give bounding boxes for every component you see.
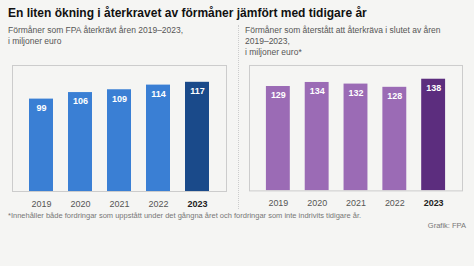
svg-text:2020: 2020: [70, 199, 90, 209]
svg-text:132: 132: [349, 88, 364, 98]
svg-text:2021: 2021: [346, 199, 366, 209]
svg-text:2023: 2023: [424, 199, 444, 209]
html-text:En liten ökning i återkravet a: En liten ökning i återkravet av förmåner…: [8, 6, 367, 20]
html-text:*Innehåller både fordringar so: *Innehåller både fordringar som uppstått…: [8, 211, 362, 221]
svg-text:128: 128: [387, 92, 402, 102]
svg-text:2022: 2022: [148, 199, 168, 209]
html-text:Grafik: FPA: Grafik: FPA: [427, 221, 466, 231]
svg-text:2020: 2020: [307, 199, 327, 209]
svg-text:114: 114: [151, 89, 166, 99]
svg-text:2019: 2019: [31, 199, 51, 209]
svg-text:2019: 2019: [268, 199, 288, 209]
html-text:Förmåner som FPA återkrävt åre: Förmåner som FPA återkrävt åren 2019–202…: [8, 25, 184, 47]
svg-text:138: 138: [426, 83, 441, 93]
svg-text:2023: 2023: [187, 199, 207, 209]
html-text:Förmåner som återstått att åte: Förmåner som återstått att återkräva i s…: [245, 25, 441, 58]
svg-text:99: 99: [36, 103, 46, 113]
svg-text:129: 129: [271, 91, 286, 101]
svg-text:109: 109: [112, 94, 127, 104]
svg-text:134: 134: [310, 87, 325, 97]
svg-text:117: 117: [190, 87, 205, 97]
svg-text:106: 106: [73, 97, 88, 107]
svg-text:2022: 2022: [385, 199, 405, 209]
svg-text:2021: 2021: [109, 199, 129, 209]
